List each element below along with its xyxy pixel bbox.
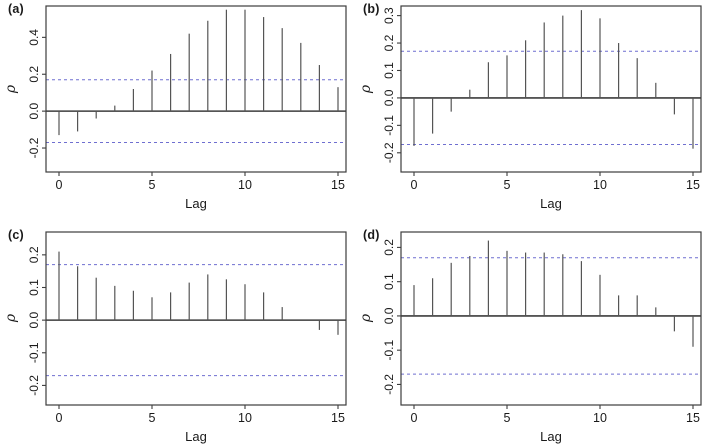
x-tick-label: 0: [56, 411, 63, 425]
plot-box: [45, 231, 347, 406]
panel-letter-d: (d): [363, 228, 380, 242]
y-tick-label: -0.2: [27, 375, 41, 396]
y-axis-label-rho: ρ: [358, 313, 374, 323]
x-tick-label: 0: [56, 178, 63, 192]
panel-c: 0 5 10 15 -0.2 -0.1 0.0 0.1 0.2 (c) ρ Lag: [0, 222, 355, 445]
panel-b: 0 5 10 15 -0.2 -0.1 0.0 0.1 0.2 0.3 (b) ρ Lag: [355, 0, 709, 222]
y-tick-label: 0.1: [27, 279, 41, 296]
y-tick-label: 0.0: [382, 89, 396, 106]
x-tick-label: 15: [686, 411, 700, 425]
y-tick-label: 0.2: [382, 34, 396, 51]
acf-plot-c: 0 5 10 15 -0.2 -0.1 0.0 0.1 0.2: [27, 231, 347, 425]
panel-letter-c: (c): [8, 228, 24, 242]
plot-box: [400, 5, 702, 173]
x-tick-label: 5: [504, 178, 511, 192]
x-tick-label: 15: [331, 411, 345, 425]
x-tick-label: 10: [238, 178, 252, 192]
acf-plot-a: 0 5 10 15 -0.2 0.0 0.2 0.4: [27, 5, 347, 192]
panel-letter-b: (b): [363, 2, 380, 16]
y-axis-label-rho: ρ: [3, 313, 19, 323]
y-axis-label-rho: ρ: [3, 84, 19, 94]
y-tick-label: -0.2: [382, 374, 396, 395]
x-axis-label-lag: Lag: [540, 196, 562, 211]
plot-box: [45, 5, 347, 173]
x-tick-label: 5: [149, 178, 156, 192]
panel-a: 0 5 10 15 -0.2 0.0 0.2 0.4 (a) ρ Lag: [0, 0, 355, 222]
y-tick-label: 0.1: [382, 62, 396, 79]
x-axis-label-lag: Lag: [185, 196, 207, 211]
y-tick-label: -0.1: [382, 340, 396, 361]
y-tick-label: 0.0: [27, 311, 41, 328]
y-tick-label: 0.2: [27, 246, 41, 263]
x-tick-label: 15: [686, 178, 700, 192]
x-tick-label: 10: [593, 178, 607, 192]
x-axis-label-lag: Lag: [540, 429, 562, 444]
panel-letter-a: (a): [8, 2, 24, 16]
plot-box: [400, 231, 702, 406]
x-tick-label: 10: [238, 411, 252, 425]
y-tick-label: 0.2: [27, 66, 41, 83]
y-tick-label: 0.2: [382, 239, 396, 256]
y-tick-label: 0.3: [382, 7, 396, 24]
x-tick-label: 5: [149, 411, 156, 425]
y-axis-label-rho: ρ: [358, 84, 374, 94]
y-tick-label: 0.0: [382, 307, 396, 324]
y-tick-label: 0.1: [382, 273, 396, 290]
panel-d: 0 5 10 15 -0.2 -0.1 0.0 0.1 0.2 (d) ρ Lag: [355, 222, 709, 445]
x-axis-label-lag: Lag: [185, 429, 207, 444]
y-tick-label: 0.4: [27, 29, 41, 46]
x-tick-label: 15: [331, 178, 345, 192]
y-tick-label: -0.1: [382, 115, 396, 136]
x-tick-label: 0: [411, 178, 418, 192]
acf-plot-b: 0 5 10 15 -0.2 -0.1 0.0 0.1 0.2 0.3: [382, 5, 702, 192]
acf-plot-d: 0 5 10 15 -0.2 -0.1 0.0 0.1 0.2: [382, 231, 702, 425]
y-tick-label: 0.0: [27, 102, 41, 119]
x-tick-label: 0: [411, 411, 418, 425]
y-tick-label: -0.1: [27, 342, 41, 363]
x-tick-label: 5: [504, 411, 511, 425]
x-tick-label: 10: [593, 411, 607, 425]
y-tick-label: -0.2: [27, 137, 41, 158]
y-tick-label: -0.2: [382, 142, 396, 163]
